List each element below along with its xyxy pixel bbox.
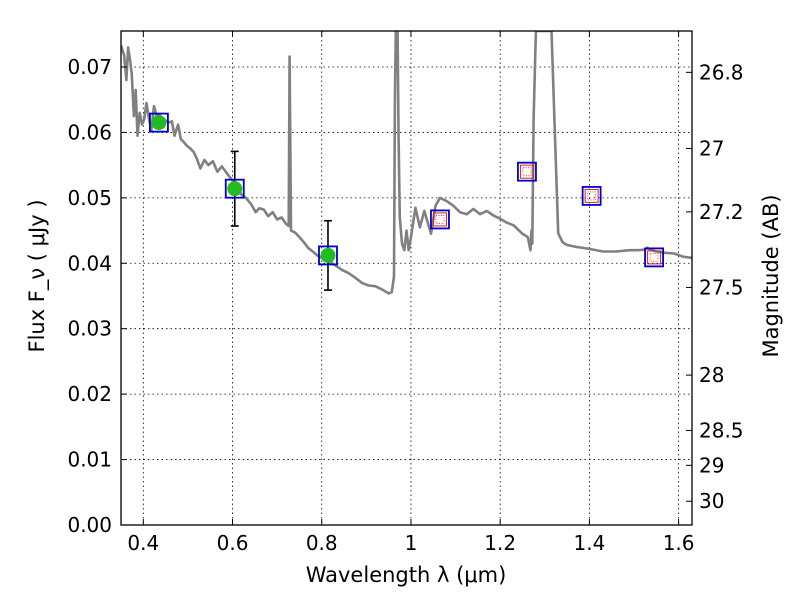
magnitude-axis-label: Magnitude (AB) [759, 194, 783, 357]
model-photometry-box [318, 245, 338, 266]
observed-point [151, 115, 167, 131]
x-tick-label: 1.6 [663, 531, 695, 555]
y-tick-label: 0.00 [67, 513, 112, 537]
x-tick-label: 1.4 [573, 531, 605, 555]
model-photometry-box [517, 161, 537, 182]
y-tick-label: 0.07 [67, 55, 112, 79]
plot-frame [120, 30, 693, 526]
y-tick-label: 0.01 [67, 448, 112, 472]
upper-limit-marker [647, 250, 662, 265]
model-photometry-box [430, 209, 450, 230]
x-tick-label: 0.6 [217, 531, 249, 555]
y-tick-label: 0.04 [67, 251, 112, 275]
model-photometry-box [581, 185, 602, 206]
x-tick-label: 1.2 [484, 531, 516, 555]
x-tick-label: 0.4 [127, 531, 159, 555]
upper-limit-marker-inner [435, 215, 445, 224]
y-tick-label: 0.02 [67, 382, 112, 406]
magnitude-tick-label: 28.5 [699, 418, 744, 442]
upper-limit-marker-inner [587, 191, 597, 201]
x-axis-label: Wavelength λ (μm) [306, 563, 507, 587]
magnitude-tick-label: 28 [699, 363, 724, 387]
photometry-markers [149, 112, 664, 291]
upper-limit-marker [432, 212, 447, 227]
upper-limit-marker [584, 188, 599, 203]
magnitude-tick-label: 27.2 [699, 200, 744, 224]
y-axis-ticks: 0.00 0.01 0.02 0.03 0.04 0.05 0.06 0.07 [67, 55, 127, 537]
model-photometry-box [149, 112, 169, 133]
y-tick-label: 0.06 [67, 120, 112, 144]
magnitude-tick-label: 27.5 [699, 275, 744, 299]
sed-template-series [121, 31, 692, 295]
magnitude-axis-ticks: 26.8 27 27.2 27.5 28 28.5 29 30 [686, 60, 744, 513]
magnitude-tick-label: 29 [699, 453, 724, 477]
upper-limit-marker [519, 164, 534, 179]
model-photometry-box [224, 178, 245, 199]
grid-lines [121, 31, 692, 526]
x-tick-label: 0.8 [306, 531, 338, 555]
y-axis-label: Flux F_ν ( μJy ) [25, 199, 50, 352]
upper-limit-marker-inner [649, 252, 659, 262]
x-axis-ticks: 0.4 0.6 0.8 1 1.2 1.4 1.6 [127, 31, 695, 555]
upper-limit-marker-inner [522, 167, 532, 177]
sed-template-line [121, 31, 692, 295]
model-photometry-box [644, 247, 664, 268]
magnitude-tick-label: 27 [699, 136, 724, 160]
y-tick-label: 0.03 [67, 317, 112, 341]
x-tick-label: 1 [405, 531, 418, 555]
y-tick-label: 0.05 [67, 186, 112, 210]
observed-point [320, 247, 336, 263]
observed-point [227, 181, 243, 197]
magnitude-tick-label: 26.8 [699, 60, 744, 84]
magnitude-tick-label: 30 [699, 489, 724, 513]
